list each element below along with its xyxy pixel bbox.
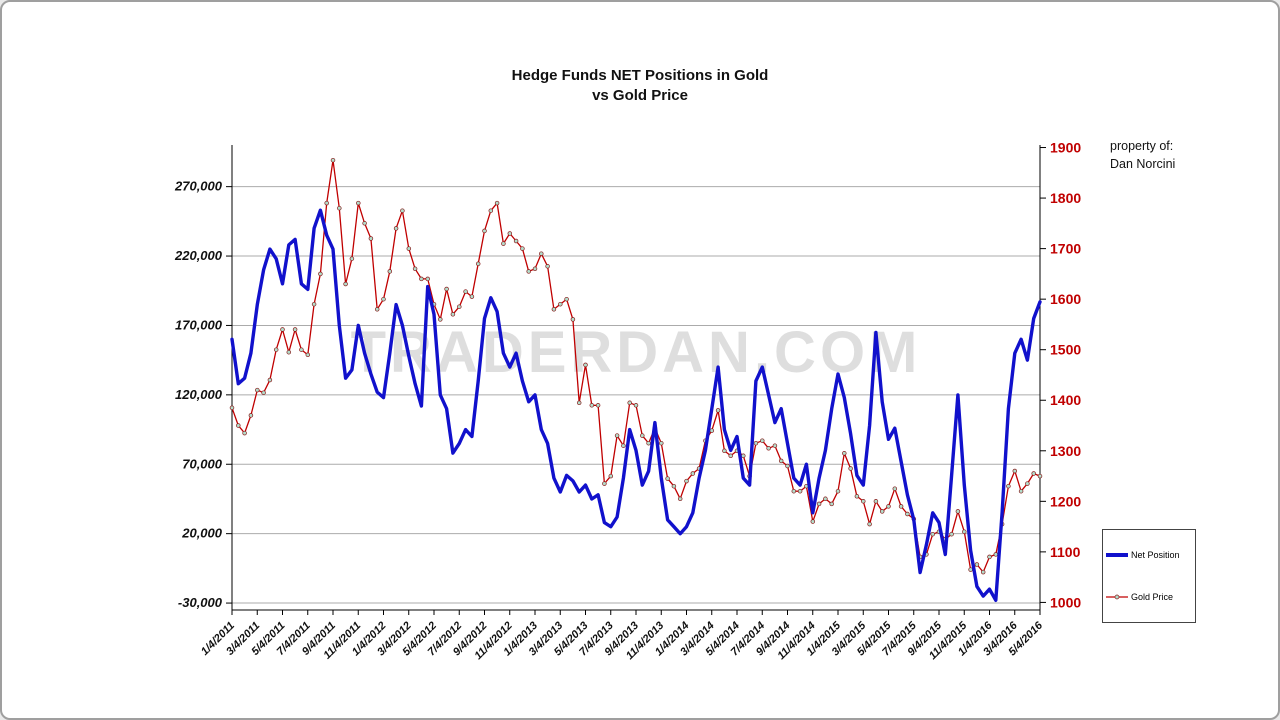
left-axis-tick-label: 70,000 [182,456,223,471]
right-axis-tick-label: 1800 [1050,190,1081,206]
right-axis-labels: 1900 1800 1700 1600 1500 1400 1300 1200 1100 1000 [1050,140,1081,611]
right-axis-tick-label: 1400 [1050,392,1081,408]
chart-legend: Net Position Gold Price [1102,529,1196,623]
property-note-line2: Dan Norcini [1110,156,1176,171]
gold-price-line-swatch [1106,594,1128,600]
property-note-line1: property of: [1110,139,1174,153]
right-axis-tick-label: 1700 [1050,241,1081,257]
chart-title: Hedge Funds NET Positions in Gold vs Gol… [2,66,1278,107]
chart-title-line1: Hedge Funds NET Positions in Gold [511,67,769,84]
left-axis-tick-label: 220,000 [174,248,223,263]
legend-entry-net-position: Net Position [1103,550,1195,560]
legend-label-gold-price: Gold Price [1131,592,1174,602]
net-position-series [230,208,1042,602]
gridlines [232,186,1040,604]
right-axis-tick-label: 1100 [1050,544,1081,560]
left-axis-tick-label: 120,000 [175,387,223,402]
x-axis-labels: 1/4/20113/4/20115/4/20117/4/20119/4/2011… [199,610,1046,662]
chart-title-line2: vs Gold Price [592,87,688,105]
right-axis-tick-label: 1500 [1050,342,1081,358]
net-position-line [230,208,1042,602]
right-axis-tick-label: 1600 [1050,291,1081,307]
left-axis-tick-label: 170,000 [175,317,223,332]
property-note: property of: Dan Norcini [1110,138,1175,173]
right-axis-tick-label: 1300 [1050,443,1081,459]
right-axis-tick-label: 1900 [1050,140,1081,156]
left-axis-tick-label: 20,000 [181,526,223,541]
right-axis-tick-label: 1000 [1050,594,1081,610]
watermark: TRADERDAN.COM [351,320,922,385]
legend-label-net-position: Net Position [1131,550,1180,560]
left-axis-tick-label: -30,000 [178,595,223,610]
net-position-line-swatch [1106,553,1128,557]
left-axis-labels: 270,000 220,000 170,000 120,000 70,000 20,000… [174,179,223,610]
left-axis-tick-label: 270,000 [174,179,223,194]
right-axis-tick-label: 1200 [1050,493,1081,509]
legend-entry-gold-price: Gold Price [1103,592,1195,602]
